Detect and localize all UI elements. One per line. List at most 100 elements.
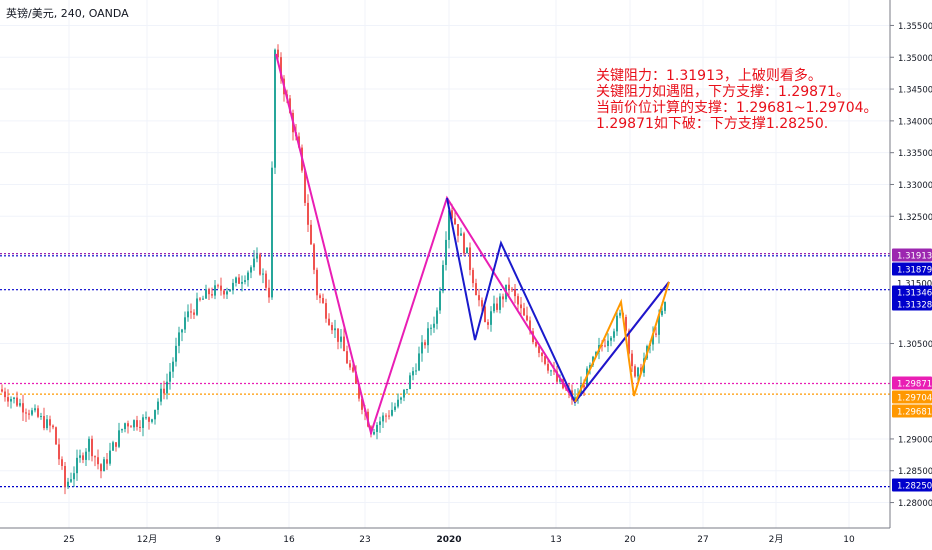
y-tick-label: 1.33000: [898, 181, 932, 191]
candle-body: [7, 397, 9, 402]
candle-body: [112, 442, 114, 451]
price-badge: 1.31879: [892, 262, 932, 276]
candle-body: [655, 333, 657, 335]
candle-body: [616, 315, 618, 332]
candle-body: [331, 325, 333, 331]
x-tick-label: 2020: [436, 535, 461, 545]
price-badge-label: 1.31500: [897, 280, 932, 290]
price-badge-bg: [892, 478, 932, 492]
candle-body: [82, 455, 84, 460]
candle-body: [661, 310, 663, 316]
candle-body: [19, 403, 21, 406]
annotation-line-1: 关键阻力：1.31913，上破则看多。: [596, 68, 822, 84]
candle-body: [142, 417, 144, 428]
annotation-text: 关键阻力：1.31913，上破则看多。 关键阻力如遇阻，下方支撑：1.29871…: [596, 68, 878, 132]
candle-body: [421, 342, 423, 354]
candle-body: [328, 318, 330, 326]
candle-body: [610, 337, 612, 341]
price-badge: 1.29871: [892, 376, 932, 390]
candle-body: [376, 424, 378, 432]
grid: [0, 0, 890, 528]
candle-body: [589, 364, 591, 369]
x-tick-label: 13: [550, 535, 561, 545]
x-axis-panel: [0, 528, 932, 550]
candle-body: [343, 336, 345, 352]
x-tick-label: 9: [215, 535, 221, 545]
candle-body: [316, 269, 318, 296]
candle-body: [664, 301, 666, 311]
candle-body: [124, 423, 126, 430]
candle-body: [481, 300, 483, 307]
candle-body: [451, 210, 453, 219]
candle-body: [175, 345, 177, 362]
candle-body: [52, 425, 54, 428]
candle-body: [247, 272, 249, 281]
candle-body: [391, 409, 393, 416]
candle-body: [196, 298, 198, 315]
candle-body: [544, 356, 546, 364]
annotation-line-4: 1.29871如下破：下方支撑1.28250.: [596, 116, 829, 132]
candle-body: [241, 281, 243, 284]
candle-body: [436, 310, 438, 324]
candle-body: [631, 353, 633, 367]
candle-body: [259, 254, 261, 275]
candle-body: [637, 367, 639, 377]
candle-body: [574, 397, 576, 400]
candle-body: [457, 224, 459, 236]
candle-body: [499, 296, 501, 310]
candle-body: [289, 98, 291, 113]
candle-body: [322, 298, 324, 304]
candle-body: [340, 336, 342, 342]
candle-body: [472, 269, 474, 284]
candle-body: [445, 239, 447, 265]
candle-body: [136, 420, 138, 427]
candle-body: [652, 333, 654, 345]
price-badge-label: 1.31328: [897, 301, 932, 311]
candle-body: [85, 451, 87, 460]
price-badge-bg: [892, 297, 932, 311]
candle-body: [181, 329, 183, 333]
candle-body: [34, 408, 36, 411]
candle-body: [628, 330, 630, 354]
price-badge: 1.31913: [892, 248, 932, 262]
candle-body: [613, 331, 615, 338]
price-badge: 1.28250: [892, 478, 932, 492]
candle-body: [460, 233, 462, 236]
zigzag-orange: [574, 281, 670, 403]
candle-body: [109, 450, 111, 464]
candle-body: [256, 254, 258, 259]
candle-body: [469, 247, 471, 270]
price-badge-label: 1.31346: [897, 289, 932, 299]
candle-body: [511, 288, 513, 290]
candle-body: [250, 267, 252, 273]
y-tick-label: 1.30500: [898, 340, 932, 350]
candle-body: [100, 464, 102, 472]
candle-body: [154, 409, 156, 420]
candle-body: [346, 351, 348, 364]
candle-body: [448, 210, 450, 240]
candle-body: [466, 247, 468, 254]
candle-body: [439, 291, 441, 311]
candle-body: [88, 438, 90, 452]
candle-body: [310, 224, 312, 245]
x-tick-label: 2月: [769, 534, 784, 545]
annotation-line-3: 当前价位计算的支撑：1.29681~1.29704。: [596, 100, 878, 116]
candle-body: [361, 398, 363, 410]
price-badge: 1.29704: [892, 390, 932, 404]
candle-body: [409, 375, 411, 389]
price-badge-bg: [892, 404, 932, 418]
y-tick-label: 1.35000: [898, 54, 932, 64]
y-tick-label: 1.35500: [898, 22, 932, 32]
candle-body: [349, 363, 351, 368]
zigzag-blue: [446, 197, 670, 404]
candle-body: [274, 49, 276, 168]
candle-body: [61, 459, 63, 466]
pattern-lines: [275, 53, 670, 437]
y-tick-label: 1.34000: [898, 117, 932, 127]
candle-body: [385, 415, 387, 417]
candle-body: [547, 363, 549, 371]
candle-body: [229, 289, 231, 292]
candle-body: [202, 298, 204, 300]
candle-body: [193, 312, 195, 315]
